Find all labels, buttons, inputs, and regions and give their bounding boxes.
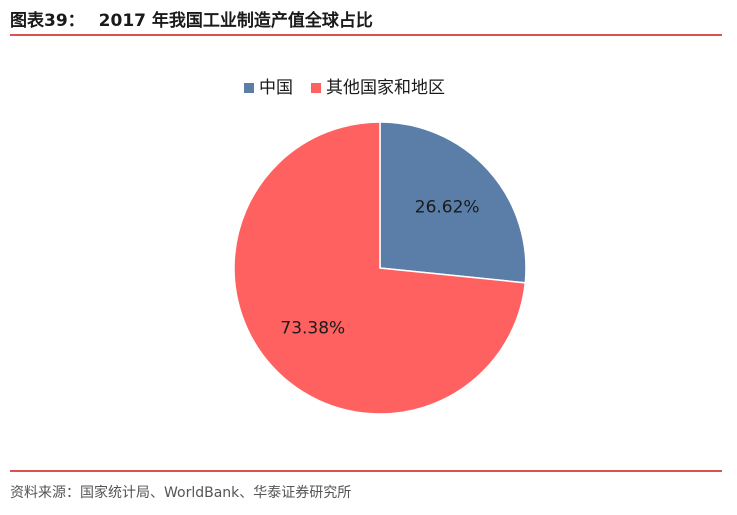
figure-title-text: 2017 年我国工业制造产值全球占比 — [98, 11, 373, 31]
figure-title: 图表39： 2017 年我国工业制造产值全球占比 — [10, 6, 373, 31]
figure-label: 图表39： — [10, 11, 85, 31]
chart-legend: 中国 其他国家和地区 — [244, 78, 445, 98]
legend-label: 中国 — [259, 78, 293, 98]
legend-swatch — [244, 83, 254, 93]
legend-label: 其他国家和地区 — [326, 78, 445, 98]
source-divider — [10, 470, 722, 472]
pie-data-labels: 26.62% 73.38% — [280, 197, 479, 338]
legend-swatch — [311, 83, 321, 93]
pie-slice-other-regions — [233, 121, 527, 415]
pie-slices — [233, 121, 527, 415]
pie-slice-china — [379, 121, 527, 284]
source-note: 资料来源：国家统计局、WorldBank、华泰证券研究所 — [10, 485, 352, 501]
pie-data-label: 73.38% — [280, 319, 345, 339]
pie-data-label: 26.62% — [415, 197, 480, 217]
title-divider — [10, 34, 722, 36]
